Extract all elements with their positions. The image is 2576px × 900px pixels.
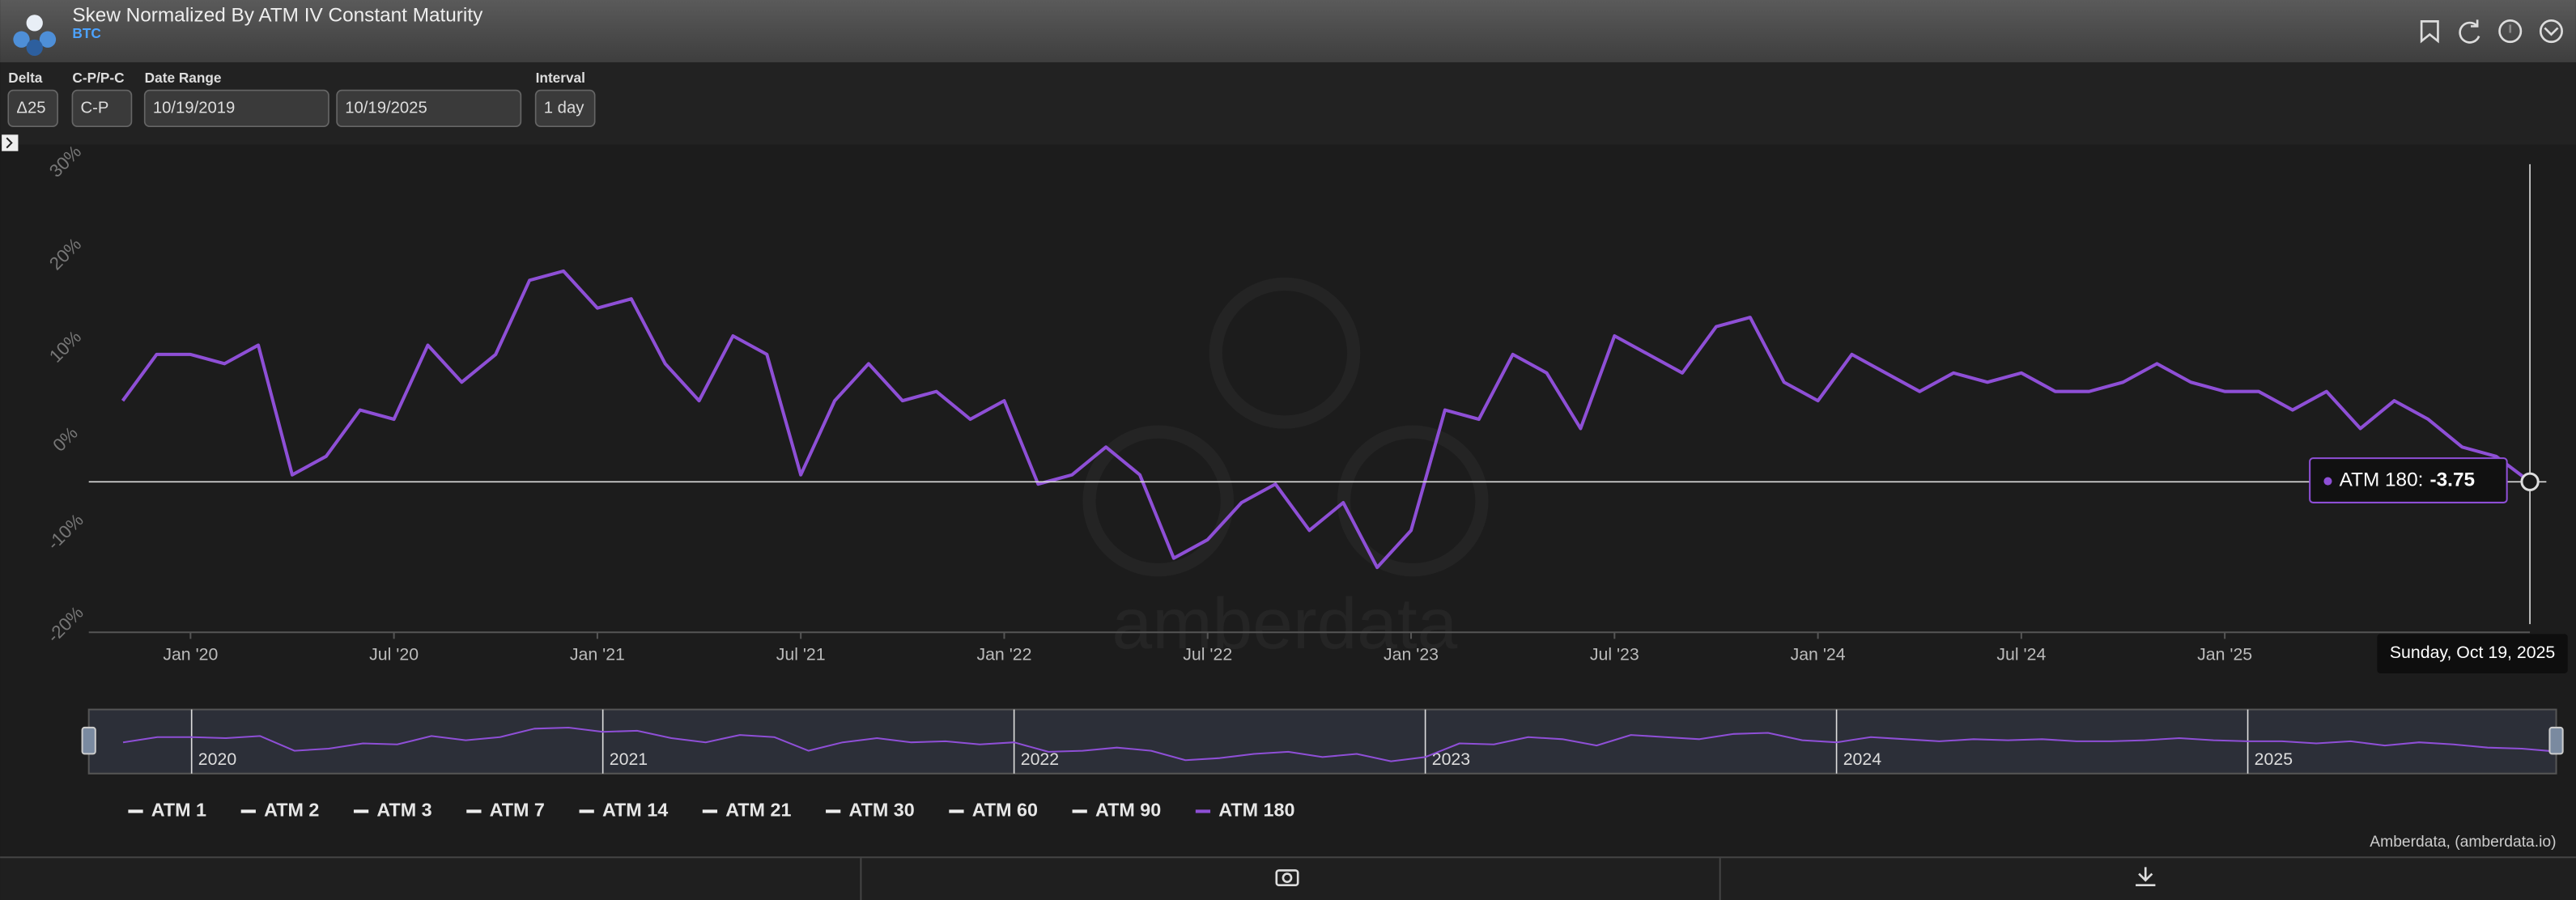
legend-label: ATM 30 [848,800,914,821]
x-tick-label: Jul '21 [776,644,826,664]
info-icon[interactable] [2498,19,2523,44]
interval-select[interactable] [534,89,596,128]
control-label: Interval [536,70,585,86]
credits: Amberdata, (amberdata.io) [2370,834,2556,851]
refresh-icon[interactable] [2459,19,2480,44]
start-date[interactable] [143,89,329,128]
control-label: Date Range [145,70,222,86]
watermark: amberdata [1082,277,1489,664]
camera-icon[interactable] [1275,869,1299,887]
legend-label: ATM 90 [1095,800,1161,821]
download-icon[interactable] [2136,867,2156,887]
title: Skew Normalized By ATM IV Constant Matur… [72,5,483,27]
legend-item[interactable]: ATM 30 [826,800,915,821]
legend-label: ATM 60 [972,800,1038,821]
legend-label: ATM 180 [1218,800,1294,821]
legend-item[interactable]: ATM 21 [702,800,792,821]
x-tick-label: Jan '22 [976,644,1031,664]
footer-bar [0,857,2576,900]
tooltip-value: -3.75 [2430,469,2476,491]
legend-label: ATM 1 [151,800,206,821]
legend-label: ATM 7 [490,800,545,821]
control-value: Δ25 [16,99,45,117]
logo [13,15,57,56]
series-line [121,269,2531,570]
header-bar [0,0,2576,63]
x-tick-label: Jan '23 [1384,644,1439,664]
x-tick-label: Jan '20 [163,644,218,664]
navigator [87,708,2557,775]
control-value: C-P [81,99,109,117]
x-tick-label: Jul '22 [1183,644,1232,664]
menu-icon[interactable] [2539,19,2563,44]
navigator-label: 2021 [610,749,648,769]
legend-item[interactable]: ATM 1 [128,800,206,821]
x-tick-label: Jul '23 [1590,644,1639,664]
navigator-label: 2022 [1021,749,1059,769]
navigator-label: 2024 [1843,749,1882,769]
navigator-handle[interactable] [81,726,96,755]
legend-item[interactable]: ATM 90 [1072,800,1162,821]
delta-select[interactable] [7,89,58,128]
legend-label: ATM 3 [376,800,431,821]
subtitle: BTC [72,25,100,41]
cp-select[interactable] [71,89,133,128]
expand-toggle[interactable] [2,134,19,151]
legend-item[interactable]: ATM 7 [466,800,545,821]
control-label: C-P/P-C [72,70,124,86]
legend-item[interactable]: ATM 14 [579,800,669,821]
x-tick-label: Jul '20 [369,644,419,664]
legend-item[interactable]: ATM 3 [353,800,432,821]
x-tick-label: Jul '24 [1996,644,2046,664]
hover-point [2520,472,2540,491]
tooltip-dot [2323,477,2332,486]
navigator-label: 2023 [1432,749,1470,769]
end-date[interactable] [336,89,522,128]
control-value: 1 day [544,99,584,117]
tooltip-text: ATM 180: -3.75 [2340,469,2475,491]
navigator-line [122,727,2557,762]
date-tooltip-box [2377,634,2568,673]
control-value: 10/19/2019 [153,99,236,117]
date-tooltip: Sunday, Oct 19, 2025 [2390,643,2555,662]
legend-label: ATM 21 [725,800,791,821]
legend-label: ATM 2 [264,800,319,821]
control-label: Delta [8,70,43,86]
navigator-label: 2020 [198,749,237,769]
legend-item[interactable]: ATM 2 [240,800,320,821]
legend-item[interactable]: ATM 60 [949,800,1038,821]
x-tick-label: Jan '21 [570,644,625,664]
watermark-text: amberdata [1112,583,1458,664]
legend-label: ATM 14 [602,800,668,821]
x-tick-label: Jan '25 [2197,644,2252,664]
navigator-label: 2025 [2255,749,2293,769]
legend-item[interactable]: ATM 180 [1195,800,1295,821]
navigator-handle[interactable] [2548,726,2564,755]
bookmark-icon[interactable] [2420,20,2439,44]
tooltip-label: ATM 180: [2340,469,2424,491]
x-tick-label: Jan '24 [1791,644,1846,664]
control-value: 10/19/2025 [345,99,427,117]
tooltip-box [2309,457,2508,503]
